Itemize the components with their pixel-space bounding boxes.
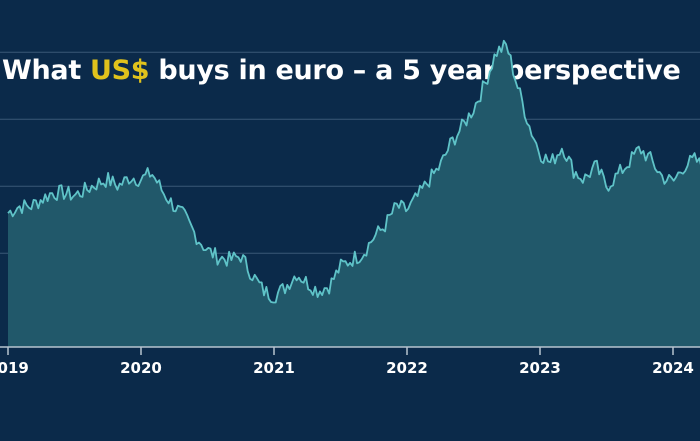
chart-title: What US$ buys in euro – a 5 year perspec… bbox=[2, 55, 681, 86]
title-prefix: What bbox=[2, 55, 91, 86]
x-tick-label-2021: 2021 bbox=[253, 359, 295, 377]
x-tick-label-2023: 2023 bbox=[519, 359, 561, 377]
x-tick-label-2022: 2022 bbox=[386, 359, 428, 377]
x-tick-label-2019: 2019 bbox=[0, 359, 29, 377]
x-tick-label-2020: 2020 bbox=[120, 359, 162, 377]
series-line bbox=[7, 39, 700, 304]
title-accent: US$ bbox=[90, 55, 150, 86]
x-tick-label-2024: 2024 bbox=[652, 359, 694, 377]
title-suffix: buys in euro – a 5 year perspective bbox=[149, 55, 681, 86]
series-area bbox=[8, 40, 700, 347]
